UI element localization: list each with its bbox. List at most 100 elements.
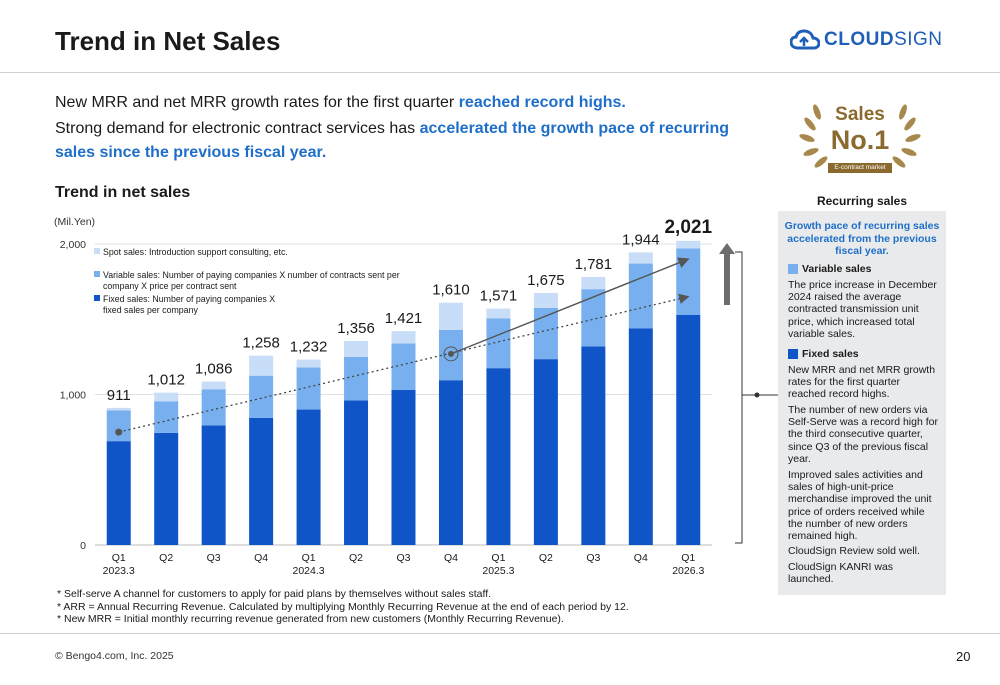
bar-segment [628, 263, 653, 329]
fixed-point-5: CloudSign KANRI was launched. [788, 561, 894, 586]
legend-label: company X price per contract sent [103, 281, 237, 291]
trend-pivot-dot [447, 350, 454, 357]
total-label: 1,086 [195, 361, 233, 378]
total-label: 1,012 [147, 372, 185, 389]
laurel-wreath-icon [799, 104, 921, 168]
sales-no1-badge: Sales No.1 E-contract market [795, 92, 925, 182]
x-year-label: 2026.3 [672, 565, 704, 577]
legend-label: Variable sales: Number of paying compani… [103, 270, 400, 280]
y-tick-label: 0 [80, 540, 86, 552]
lead-1-text: New MRR and net MRR growth rates for the… [55, 94, 459, 111]
fixed-sales-swatch [788, 349, 798, 359]
x-tick-label: Q4 [254, 552, 268, 564]
trend-pivot-ring [443, 346, 459, 362]
y-axis-ticks: 0 1,000 2,000 [60, 239, 86, 552]
total-label: 1,571 [480, 288, 518, 305]
total-label: 1,675 [527, 272, 565, 289]
fixed-point-2: The number of new orders via Self-Serve … [788, 404, 938, 465]
bar-segment [106, 410, 131, 442]
x-year-label: 2025.3 [482, 565, 514, 577]
total-label: 911 [107, 387, 131, 404]
legend-label: fixed sales per company [103, 305, 198, 315]
bar-segment [581, 346, 606, 545]
y-tick-label: 2,000 [60, 239, 86, 251]
bar-segment [533, 359, 558, 545]
trend-lines [115, 257, 690, 436]
bar-segment [344, 400, 369, 545]
bar-segment [391, 331, 416, 344]
bracket [735, 251, 743, 544]
total-label: 1,781 [575, 256, 613, 273]
bar-segment [106, 441, 131, 545]
solid-trend-arrow [450, 257, 690, 355]
legend-label: Fixed sales: Number of paying companies … [103, 294, 275, 304]
bar-segment [438, 302, 463, 330]
bar-segment [296, 367, 321, 410]
bar-segment [676, 248, 701, 315]
lead-2-highlight: accelerated the growth pace of recurring… [55, 120, 730, 161]
footnote-new-mrr: * New MRR = Initial monthly recurring re… [57, 613, 564, 625]
copyright: © Bengo4.com, Inc. 2025 [55, 650, 174, 662]
bar-segment [201, 425, 226, 545]
bar-segment [344, 340, 369, 357]
x-tick-label: Q4 [634, 552, 648, 564]
bar-segment [154, 401, 179, 433]
logo-word-thin: SIGN [894, 29, 943, 50]
bar-segment [201, 381, 226, 390]
total-label: 1,258 [242, 335, 280, 352]
legend-swatch [94, 271, 100, 277]
bar-segment [106, 407, 131, 411]
x-tick-label: Q1 [491, 552, 505, 564]
chart-title: Trend in net sales [55, 184, 191, 201]
bar-segment [154, 392, 179, 402]
total-label: 2,021 [664, 217, 712, 238]
bar-segment [486, 308, 511, 319]
bar-segment [391, 343, 416, 390]
bar-segment [486, 368, 511, 545]
recurring-sales-heading: Recurring sales [816, 194, 908, 208]
footnote-arr: * ARR = Annual Recurring Revenue. Calcul… [57, 600, 629, 613]
bar-segment [154, 432, 179, 545]
badge-sales-text: Sales [835, 104, 885, 125]
total-label: 1,610 [432, 282, 470, 299]
bar-segment [438, 380, 463, 545]
bar-segment [628, 252, 653, 264]
total-label: 1,944 [622, 231, 660, 248]
x-tick-label: Q3 [396, 552, 410, 564]
footer-divider [0, 633, 1000, 634]
variable-sales-heading: Variable sales [788, 263, 871, 275]
x-tick-label: Q2 [349, 552, 363, 564]
cloud-icon [790, 29, 820, 50]
total-labels: 911 1,012 1,086 1,258 1,232 1,356 1,421 1,610 1,… [107, 217, 713, 404]
page-title: Trend in Net Sales [55, 26, 281, 56]
total-label: 1,356 [337, 320, 375, 337]
bar-segment [296, 409, 321, 545]
y-axis-unit-label: (Mil.Yen) [54, 216, 95, 228]
bars [106, 240, 701, 545]
legend: Spot sales: Introduction support consult… [94, 247, 400, 315]
bar-segment [486, 318, 511, 369]
bar-segment [296, 359, 321, 368]
bar-segment [533, 292, 558, 308]
fixed-point-1: New MRR and net MRR growth rates for the… [788, 364, 936, 401]
bar-segment [249, 375, 274, 418]
x-tick-label: Q1 [302, 552, 316, 564]
lead-2-text: Strong demand for electronic contract se… [55, 120, 420, 137]
x-tick-label: Q4 [444, 552, 458, 564]
chart-decorations [719, 243, 778, 544]
fixed-sales-heading: Fixed sales [788, 348, 859, 360]
page-number: 20 [956, 649, 971, 664]
y-tick-label: 1,000 [60, 390, 86, 402]
legend-swatch [94, 248, 100, 254]
total-label: 1,232 [290, 339, 328, 356]
variable-sales-text: The price increase in December 2024 rais… [788, 279, 937, 340]
x-tick-label: Q1 [681, 552, 695, 564]
x-tick-label: Q3 [586, 552, 600, 564]
bar-segment [676, 240, 701, 249]
fixed-point-3: Improved sales activities and sales of h… [788, 469, 932, 543]
net-sales-chart: (Mil.Yen) 0 1,000 2,000 911 1,012 1,086 1,258… [54, 216, 778, 577]
trend-start-dot [115, 428, 123, 436]
fixed-point-4: CloudSign Review sold well. [788, 545, 920, 557]
header-divider [0, 72, 1000, 73]
